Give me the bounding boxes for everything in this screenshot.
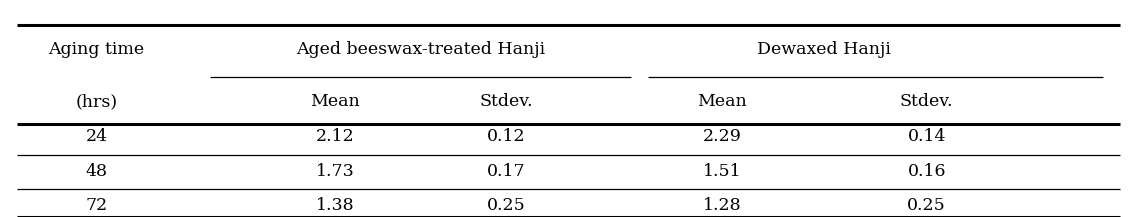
Text: 1.73: 1.73 xyxy=(316,163,355,180)
Text: 0.25: 0.25 xyxy=(487,197,525,214)
Text: 1.28: 1.28 xyxy=(703,197,741,214)
Text: 0.25: 0.25 xyxy=(907,197,946,214)
Text: Stdev.: Stdev. xyxy=(479,94,533,110)
Text: (hrs): (hrs) xyxy=(75,94,118,110)
Text: Mean: Mean xyxy=(697,94,747,110)
Text: 24: 24 xyxy=(85,128,108,145)
Text: 1.38: 1.38 xyxy=(316,197,355,214)
Text: Aged beeswax-treated Hanji: Aged beeswax-treated Hanji xyxy=(296,41,546,58)
Text: 2.12: 2.12 xyxy=(316,128,355,145)
Text: Aging time: Aging time xyxy=(49,41,144,58)
Text: 0.12: 0.12 xyxy=(487,128,525,145)
Text: 0.17: 0.17 xyxy=(487,163,525,180)
Text: 72: 72 xyxy=(85,197,108,214)
Text: Stdev.: Stdev. xyxy=(899,94,954,110)
Text: 2.29: 2.29 xyxy=(703,128,741,145)
Text: 48: 48 xyxy=(85,163,108,180)
Text: 1.51: 1.51 xyxy=(703,163,741,180)
Text: 0.16: 0.16 xyxy=(907,163,946,180)
Text: Mean: Mean xyxy=(310,94,360,110)
Text: Dewaxed Hanji: Dewaxed Hanji xyxy=(757,41,891,58)
Text: 0.14: 0.14 xyxy=(907,128,946,145)
